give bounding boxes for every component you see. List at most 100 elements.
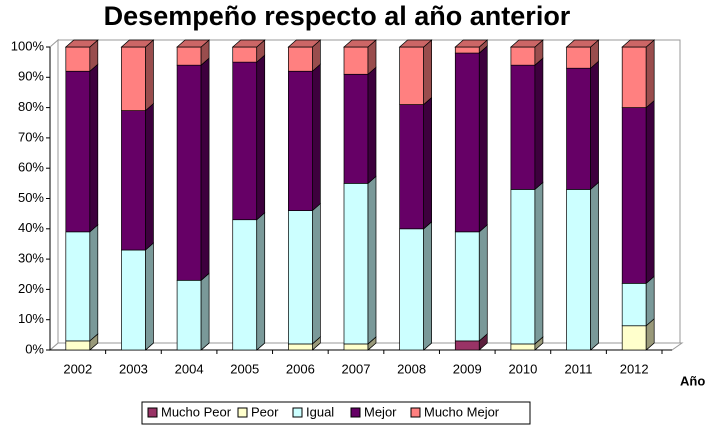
bar-front bbox=[510, 343, 536, 351]
bar-top bbox=[509, 39, 544, 48]
bar-segment bbox=[566, 60, 599, 191]
legend-swatch bbox=[410, 407, 421, 418]
bar-side bbox=[645, 39, 655, 109]
bar-front bbox=[121, 249, 146, 351]
bar-side bbox=[423, 39, 432, 106]
x-tick-label: 2005 bbox=[230, 361, 259, 376]
bar-side bbox=[200, 57, 210, 282]
bar-side bbox=[145, 39, 154, 112]
bar-side bbox=[145, 102, 154, 251]
bar-side bbox=[312, 202, 321, 345]
chart-title: Desempeño respecto al año anterior bbox=[104, 1, 571, 31]
bar-side bbox=[256, 211, 266, 351]
bar-side bbox=[534, 57, 544, 191]
y-tick-label: 90% bbox=[18, 69, 44, 84]
bar-segment bbox=[621, 39, 656, 109]
y-tick-label: 60% bbox=[18, 160, 44, 175]
x-axis-label: Año bbox=[680, 373, 705, 388]
bar-front bbox=[454, 46, 480, 54]
bar-front bbox=[65, 46, 91, 72]
bar-top bbox=[565, 39, 600, 48]
bar-segment bbox=[399, 96, 432, 230]
bar-segment bbox=[510, 181, 544, 345]
bar-top bbox=[231, 39, 266, 48]
bar-top bbox=[343, 39, 377, 48]
bar-segment bbox=[65, 224, 99, 342]
bar-side bbox=[89, 63, 99, 233]
bar-front bbox=[288, 70, 313, 211]
bar-segment bbox=[343, 175, 377, 345]
bar-front bbox=[510, 64, 536, 190]
bar-front bbox=[621, 282, 647, 327]
bar-front bbox=[454, 340, 480, 351]
bar-side bbox=[256, 54, 266, 221]
bar-front bbox=[510, 46, 536, 66]
bar-front bbox=[288, 46, 313, 72]
x-tick-label: 2003 bbox=[119, 361, 148, 376]
bar-top bbox=[64, 39, 99, 48]
bar-front bbox=[343, 183, 369, 345]
bar-segment bbox=[454, 45, 488, 233]
bar-segment bbox=[288, 202, 321, 345]
bar-side bbox=[590, 60, 599, 191]
x-tick-label: 2008 bbox=[397, 361, 426, 376]
bar-segment bbox=[343, 39, 377, 76]
legend-label: Mucho Peor bbox=[161, 404, 232, 419]
bar-front bbox=[454, 231, 480, 342]
bar-top bbox=[287, 39, 322, 48]
bar-side bbox=[89, 224, 99, 342]
x-tick-label: 2007 bbox=[342, 361, 371, 376]
bar-segment bbox=[232, 211, 266, 351]
x-tick-label: 2006 bbox=[286, 361, 315, 376]
bar-top bbox=[398, 39, 433, 48]
bar-segment bbox=[454, 39, 489, 54]
x-tick-label: 2012 bbox=[620, 361, 649, 376]
x-tick-label: 2011 bbox=[565, 361, 593, 376]
bar-segment bbox=[454, 224, 488, 342]
bar-front bbox=[566, 67, 591, 190]
x-tick-label: 2010 bbox=[508, 361, 537, 376]
bar-segment bbox=[509, 39, 544, 66]
bar-side bbox=[645, 99, 655, 285]
bar-segment bbox=[65, 63, 99, 233]
y-tick-label: 100% bbox=[11, 38, 45, 53]
x-tick-label: 2002 bbox=[63, 361, 92, 376]
bar-segment bbox=[621, 99, 655, 285]
bar-segment bbox=[121, 242, 154, 351]
bar-top bbox=[120, 39, 155, 48]
bar-side bbox=[423, 221, 432, 351]
bar-front bbox=[399, 46, 424, 105]
bar-front bbox=[343, 343, 369, 351]
bar-side bbox=[478, 45, 488, 233]
bar-front bbox=[510, 189, 536, 345]
bar-segment bbox=[287, 39, 322, 73]
y-tick-label: 20% bbox=[18, 281, 44, 296]
bar-front bbox=[288, 343, 313, 351]
bar-front bbox=[343, 73, 369, 184]
bar-side bbox=[367, 175, 377, 345]
bar-side bbox=[645, 275, 655, 327]
legend-label: Peor bbox=[251, 404, 279, 419]
legend-label: Mucho Mejor bbox=[424, 404, 500, 419]
legend-swatch bbox=[292, 407, 303, 418]
bar-front bbox=[176, 64, 202, 281]
bar-segment bbox=[288, 63, 321, 212]
bar-front bbox=[176, 279, 202, 351]
bar-segment bbox=[121, 102, 154, 251]
x-tick-label: 2009 bbox=[453, 361, 482, 376]
bar-front bbox=[65, 70, 91, 233]
bar-segment bbox=[398, 39, 433, 106]
bar-side bbox=[200, 272, 210, 351]
bar-front bbox=[621, 325, 647, 351]
bar-segment bbox=[231, 39, 266, 63]
bar-segment bbox=[566, 181, 599, 351]
bar-top bbox=[454, 39, 489, 48]
x-tick-label: 2004 bbox=[175, 361, 204, 376]
bar-front bbox=[343, 46, 369, 75]
bar-side bbox=[590, 181, 599, 351]
bar-side bbox=[423, 96, 432, 230]
bar-front bbox=[232, 61, 258, 221]
bar-top bbox=[176, 39, 211, 48]
y-tick-label: 0% bbox=[25, 341, 44, 356]
